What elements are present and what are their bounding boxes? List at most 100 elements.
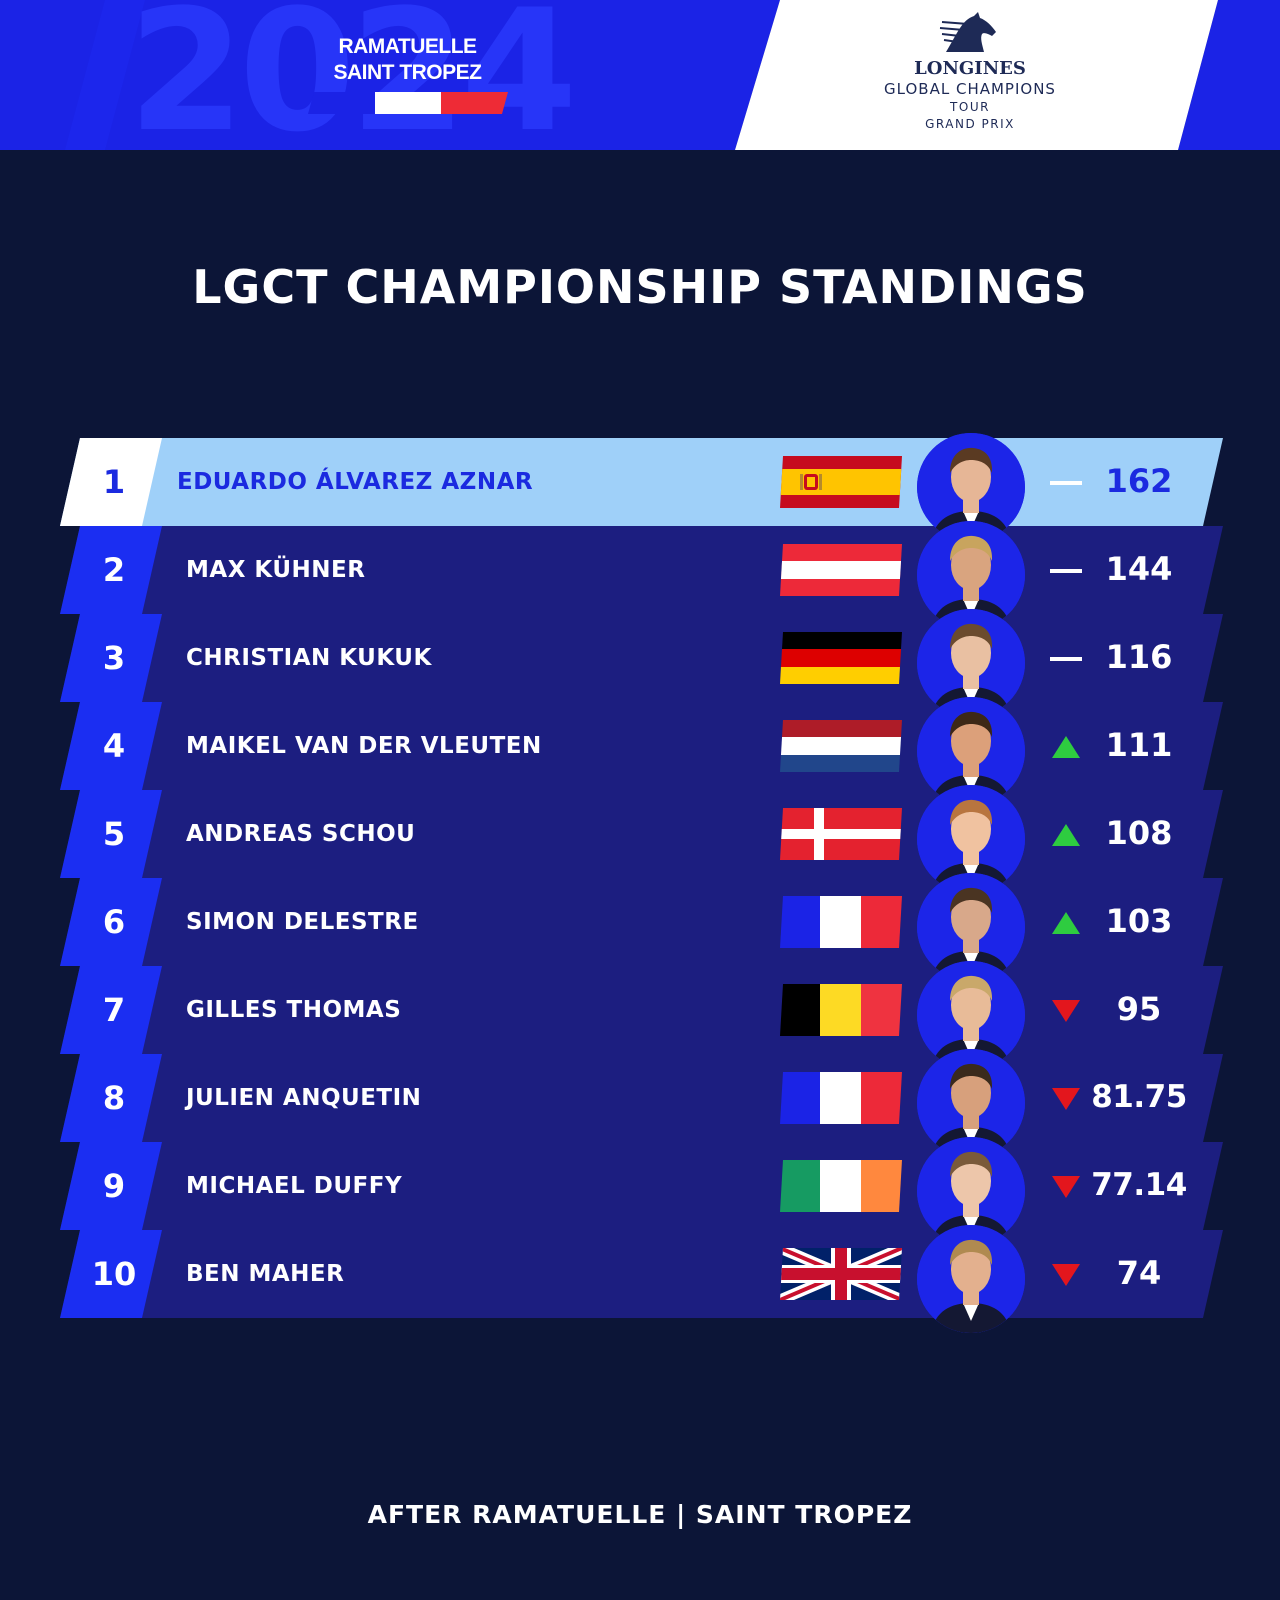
- rider-name: BEN MAHER: [186, 1261, 345, 1287]
- rider-name: JULIEN ANQUETIN: [186, 1085, 422, 1111]
- trend-same-icon: [1050, 648, 1082, 670]
- rider-points: 77.14: [1091, 1167, 1187, 1203]
- standings-row: 7 GILLES THOMAS 95: [0, 961, 1280, 1069]
- rider-name: ANDREAS SCHOU: [186, 821, 416, 847]
- country-flag-denmark: [780, 808, 902, 860]
- flag-band-red: [441, 92, 508, 114]
- country-flag-spain: [780, 456, 902, 508]
- rider-name: MICHAEL DUFFY: [186, 1173, 403, 1199]
- rider-name: EDUARDO ÁLVAREZ AZNAR: [177, 469, 534, 495]
- standings-row: 3 CHRISTIAN KUKUK 116: [0, 609, 1280, 717]
- rank-cell: [60, 526, 162, 614]
- rider-points: 95: [1116, 990, 1162, 1028]
- country-flag-austria: [780, 544, 902, 596]
- rank-number: 3: [102, 639, 126, 677]
- rider-points: 108: [1105, 814, 1173, 852]
- country-flag-france: [780, 1072, 902, 1124]
- rider-points: 103: [1105, 902, 1173, 940]
- rank-number: 1: [102, 463, 126, 501]
- trend-up-icon: [1050, 736, 1082, 758]
- logo-line-1: GLOBAL CHAMPIONS: [884, 80, 1056, 98]
- row-background: [60, 614, 1223, 702]
- row-background: [60, 1054, 1223, 1142]
- country-flag-belgium: [780, 984, 902, 1036]
- trend-down-icon: [1050, 1264, 1082, 1286]
- logo-line-2: TOUR: [950, 100, 990, 114]
- standings-row: 4 MAIKEL VAN DER VLEUTEN 111: [0, 697, 1280, 805]
- rank-number: 9: [102, 1167, 126, 1205]
- logo-line-3: GRAND PRIX: [925, 117, 1015, 131]
- rank-cell: [60, 614, 162, 702]
- rider-photo: [917, 1225, 1025, 1333]
- season-year: 2024: [128, 0, 578, 150]
- trend-down-icon: [1050, 1176, 1082, 1198]
- row-background: [60, 790, 1223, 878]
- country-flag-france: [780, 896, 902, 948]
- trend-same-icon: [1050, 472, 1082, 494]
- rider-name: MAIKEL VAN DER VLEUTEN: [186, 733, 542, 759]
- flag-band-white: [374, 92, 442, 114]
- standings-row: 2 MAX KÜHNER 144: [0, 521, 1280, 629]
- rank-cell: [60, 702, 162, 790]
- event-name-line-2: SAINT TROPEZ: [333, 61, 482, 84]
- trend-down-icon: [1050, 1088, 1082, 1110]
- rider-name: MAX KÜHNER: [186, 557, 366, 583]
- footer-caption: AFTER RAMATUELLE | SAINT TROPEZ: [367, 1500, 913, 1529]
- rider-name: CHRISTIAN KUKUK: [186, 645, 432, 671]
- standings-row: 9 MICHAEL DUFFY 77.14: [0, 1137, 1280, 1245]
- rider-points: 111: [1105, 726, 1173, 764]
- standings-row: 8 JULIEN ANQUETIN 81.75: [0, 1049, 1280, 1157]
- row-background: [60, 1230, 1223, 1318]
- trend-down-icon: [1050, 1000, 1082, 1022]
- rank-number: 7: [102, 991, 126, 1029]
- standings-row: 1 EDUARDO ÁLVAREZ AZNAR 162: [0, 433, 1280, 541]
- country-flag-ireland: [780, 1160, 902, 1212]
- rank-cell: [60, 878, 162, 966]
- rank-number: 4: [102, 727, 126, 765]
- rank-number: 6: [102, 903, 126, 941]
- rank-cell: [60, 1054, 162, 1142]
- rider-points: 162: [1105, 462, 1173, 500]
- standings-row: 10 BEN MAHER 74: [0, 1225, 1280, 1333]
- standings-table: 1 EDUARDO ÁLVAREZ AZNAR 162 2 MAX KÜHNER 144 3…: [0, 433, 1280, 1333]
- rider-name: GILLES THOMAS: [186, 997, 402, 1023]
- page-title: LGCT CHAMPIONSHIP STANDINGS: [192, 260, 1088, 314]
- rank-cell: [60, 1230, 162, 1318]
- rider-name: SIMON DELESTRE: [186, 909, 419, 935]
- rider-points: 74: [1116, 1254, 1162, 1292]
- event-name: RAMATUELLE SAINT TROPEZ: [300, 34, 515, 86]
- country-flag-germany: [780, 632, 902, 684]
- french-flag-stripe: [308, 92, 508, 114]
- trend-same-icon: [1050, 560, 1082, 582]
- rank-number: 5: [102, 815, 126, 853]
- row-background: [60, 702, 1223, 790]
- rider-points: 81.75: [1091, 1079, 1187, 1115]
- event-name-line-1: RAMATUELLE: [338, 35, 477, 58]
- header-blue-panel: [0, 0, 780, 150]
- rank-cell: [60, 1142, 162, 1230]
- rank-number: 8: [102, 1079, 126, 1117]
- rider-points: 144: [1105, 550, 1173, 588]
- row-background: [60, 1142, 1223, 1230]
- standings-row: 5 ANDREAS SCHOU 108: [0, 785, 1280, 893]
- row-background: [60, 966, 1223, 1054]
- row-background: [60, 438, 1223, 526]
- rank-number: 10: [91, 1255, 137, 1293]
- logo-brand: LONGINES: [914, 58, 1026, 79]
- standings-row: 6 SIMON DELESTRE 103: [0, 873, 1280, 981]
- row-background: [60, 526, 1223, 614]
- rank-cell: [60, 790, 162, 878]
- rider-points: 116: [1105, 638, 1173, 676]
- rank-cell: [60, 438, 162, 526]
- trend-up-icon: [1050, 912, 1082, 934]
- flag-band-blue: [308, 92, 375, 114]
- trend-up-icon: [1050, 824, 1082, 846]
- rank-cell: [60, 966, 162, 1054]
- country-flag-great-britain: [780, 1248, 902, 1300]
- rank-number: 2: [102, 551, 126, 589]
- rider-photo: [917, 609, 1025, 717]
- horse-head-icon: [939, 12, 996, 52]
- row-background: [60, 878, 1223, 966]
- longines-gct-logo: LONGINES GLOBAL CHAMPIONS TOUR GRAND PRI…: [860, 12, 1080, 133]
- header-banner: 2024 RAMATUELLE SAINT TROPEZ LONGINES GL…: [0, 0, 1280, 150]
